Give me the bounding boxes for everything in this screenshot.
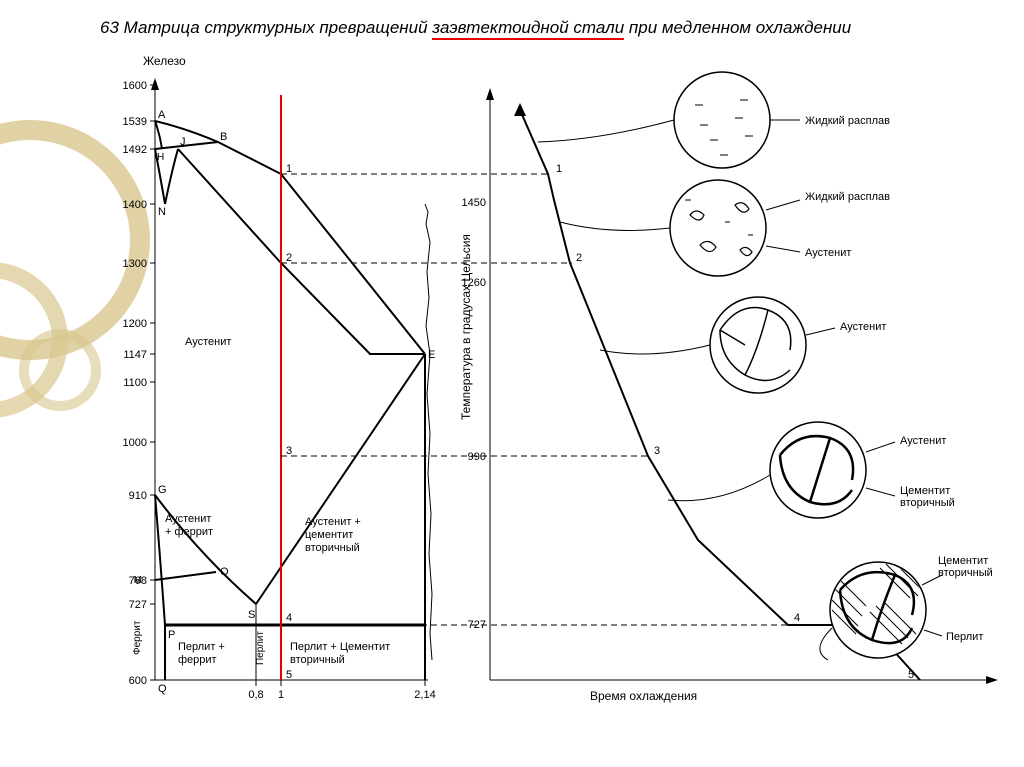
svg-text:Q: Q <box>158 683 167 695</box>
svg-text:1000: 1000 <box>123 437 147 449</box>
right-xaxis-label: Время охлаждения <box>590 689 697 703</box>
svg-text:1: 1 <box>286 163 292 175</box>
svg-text:Аустенит: Аустенит <box>805 247 851 259</box>
svg-text:J: J <box>180 136 186 148</box>
svg-text:1400: 1400 <box>123 199 147 211</box>
region-labels: Аустенит Аустенит + феррит Аустенит + це… <box>132 336 390 666</box>
svg-text:3: 3 <box>286 445 292 457</box>
microstructure-circles: Жидкий расплав Жидкий расплав <box>538 72 993 660</box>
svg-text:N: N <box>158 206 166 218</box>
svg-text:Аустенит: Аустенит <box>185 336 231 348</box>
svg-text:Аустенит: Аустенит <box>840 321 886 333</box>
svg-text:1: 1 <box>556 163 562 175</box>
right-yaxis-label: Температура в градусах Цельсия <box>459 234 473 420</box>
svg-text:1100: 1100 <box>123 377 147 389</box>
svg-text:1600: 1600 <box>123 80 147 92</box>
svg-text:Перлит: Перлит <box>946 631 983 643</box>
svg-text:5: 5 <box>286 669 292 681</box>
svg-text:вторичный: вторичный <box>290 654 345 666</box>
svg-text:O: O <box>220 566 229 578</box>
svg-text:феррит: феррит <box>178 654 217 666</box>
svg-text:Жидкий расплав: Жидкий расплав <box>805 115 890 127</box>
micro-liquid-austenite: Жидкий расплав Аустенит <box>560 180 890 276</box>
svg-text:вторичный: вторичный <box>305 542 360 554</box>
svg-text:Перлит +: Перлит + <box>178 641 225 653</box>
svg-text:910: 910 <box>129 490 147 502</box>
svg-text:1147: 1147 <box>123 349 147 361</box>
svg-text:3: 3 <box>654 445 660 457</box>
svg-text:1492: 1492 <box>123 144 147 156</box>
svg-text:Феррит: Феррит <box>132 620 143 655</box>
svg-text:цементит: цементит <box>305 529 353 541</box>
svg-text:вторичный: вторичный <box>900 497 955 509</box>
svg-text:1300: 1300 <box>123 258 147 270</box>
svg-text:2: 2 <box>576 252 582 264</box>
svg-text:1200: 1200 <box>123 318 147 330</box>
left-xticks: 0,8 1 2,14 <box>248 680 435 701</box>
phase-lines <box>155 121 432 680</box>
micro-aust-cementite: Аустенит Цементит вторичный <box>668 422 955 518</box>
phase-point-labels: A J H N B G M O P Q S E <box>134 109 436 695</box>
left-yaxis-label: Железо <box>143 54 186 68</box>
svg-text:Аустенит: Аустенит <box>165 513 211 525</box>
svg-text:Цементит: Цементит <box>900 485 950 497</box>
svg-text:2,14: 2,14 <box>414 689 435 701</box>
red-line-points: 1 2 3 4 5 <box>286 163 292 681</box>
svg-text:0,8: 0,8 <box>248 689 263 701</box>
svg-text:990: 990 <box>468 451 486 463</box>
svg-text:Перлит: Перлит <box>255 631 266 665</box>
svg-text:вторичный: вторичный <box>938 567 993 579</box>
svg-text:M: M <box>134 575 142 586</box>
micro-austenite: Аустенит <box>600 297 886 393</box>
micro-liquid: Жидкий расплав <box>538 72 890 168</box>
svg-text:1: 1 <box>278 689 284 701</box>
micro-pearlite: Цементит вторичный Перлит <box>820 555 993 660</box>
svg-text:1539: 1539 <box>123 116 147 128</box>
svg-text:727: 727 <box>468 619 486 631</box>
svg-text:S: S <box>248 609 255 621</box>
svg-text:E: E <box>428 349 435 361</box>
svg-text:5: 5 <box>908 669 914 681</box>
svg-text:727: 727 <box>129 599 147 611</box>
svg-text:Цементит: Цементит <box>938 555 988 567</box>
left-yticks: 1600 1539 1492 1400 1300 1200 1147 1100 … <box>123 80 155 687</box>
svg-text:Аустенит: Аустенит <box>900 435 946 447</box>
left-phase-diagram: Железо 1600 1539 1492 1400 1300 1200 114… <box>123 54 436 701</box>
svg-text:4: 4 <box>286 612 292 624</box>
svg-text:600: 600 <box>129 675 147 687</box>
svg-text:H: H <box>157 152 164 163</box>
main-diagram: Железо 1600 1539 1492 1400 1300 1200 114… <box>0 0 1024 767</box>
svg-text:B: B <box>220 131 227 143</box>
svg-text:G: G <box>158 484 167 496</box>
svg-text:P: P <box>168 629 175 641</box>
svg-text:Аустенит +: Аустенит + <box>305 516 361 528</box>
svg-text:2: 2 <box>286 252 292 264</box>
svg-text:Перлит + Цементит: Перлит + Цементит <box>290 641 390 653</box>
svg-text:Жидкий расплав: Жидкий расплав <box>805 191 890 203</box>
svg-text:+ феррит: + феррит <box>165 526 213 538</box>
svg-text:A: A <box>158 109 166 121</box>
svg-text:1450: 1450 <box>462 197 486 209</box>
svg-text:4: 4 <box>794 612 800 624</box>
